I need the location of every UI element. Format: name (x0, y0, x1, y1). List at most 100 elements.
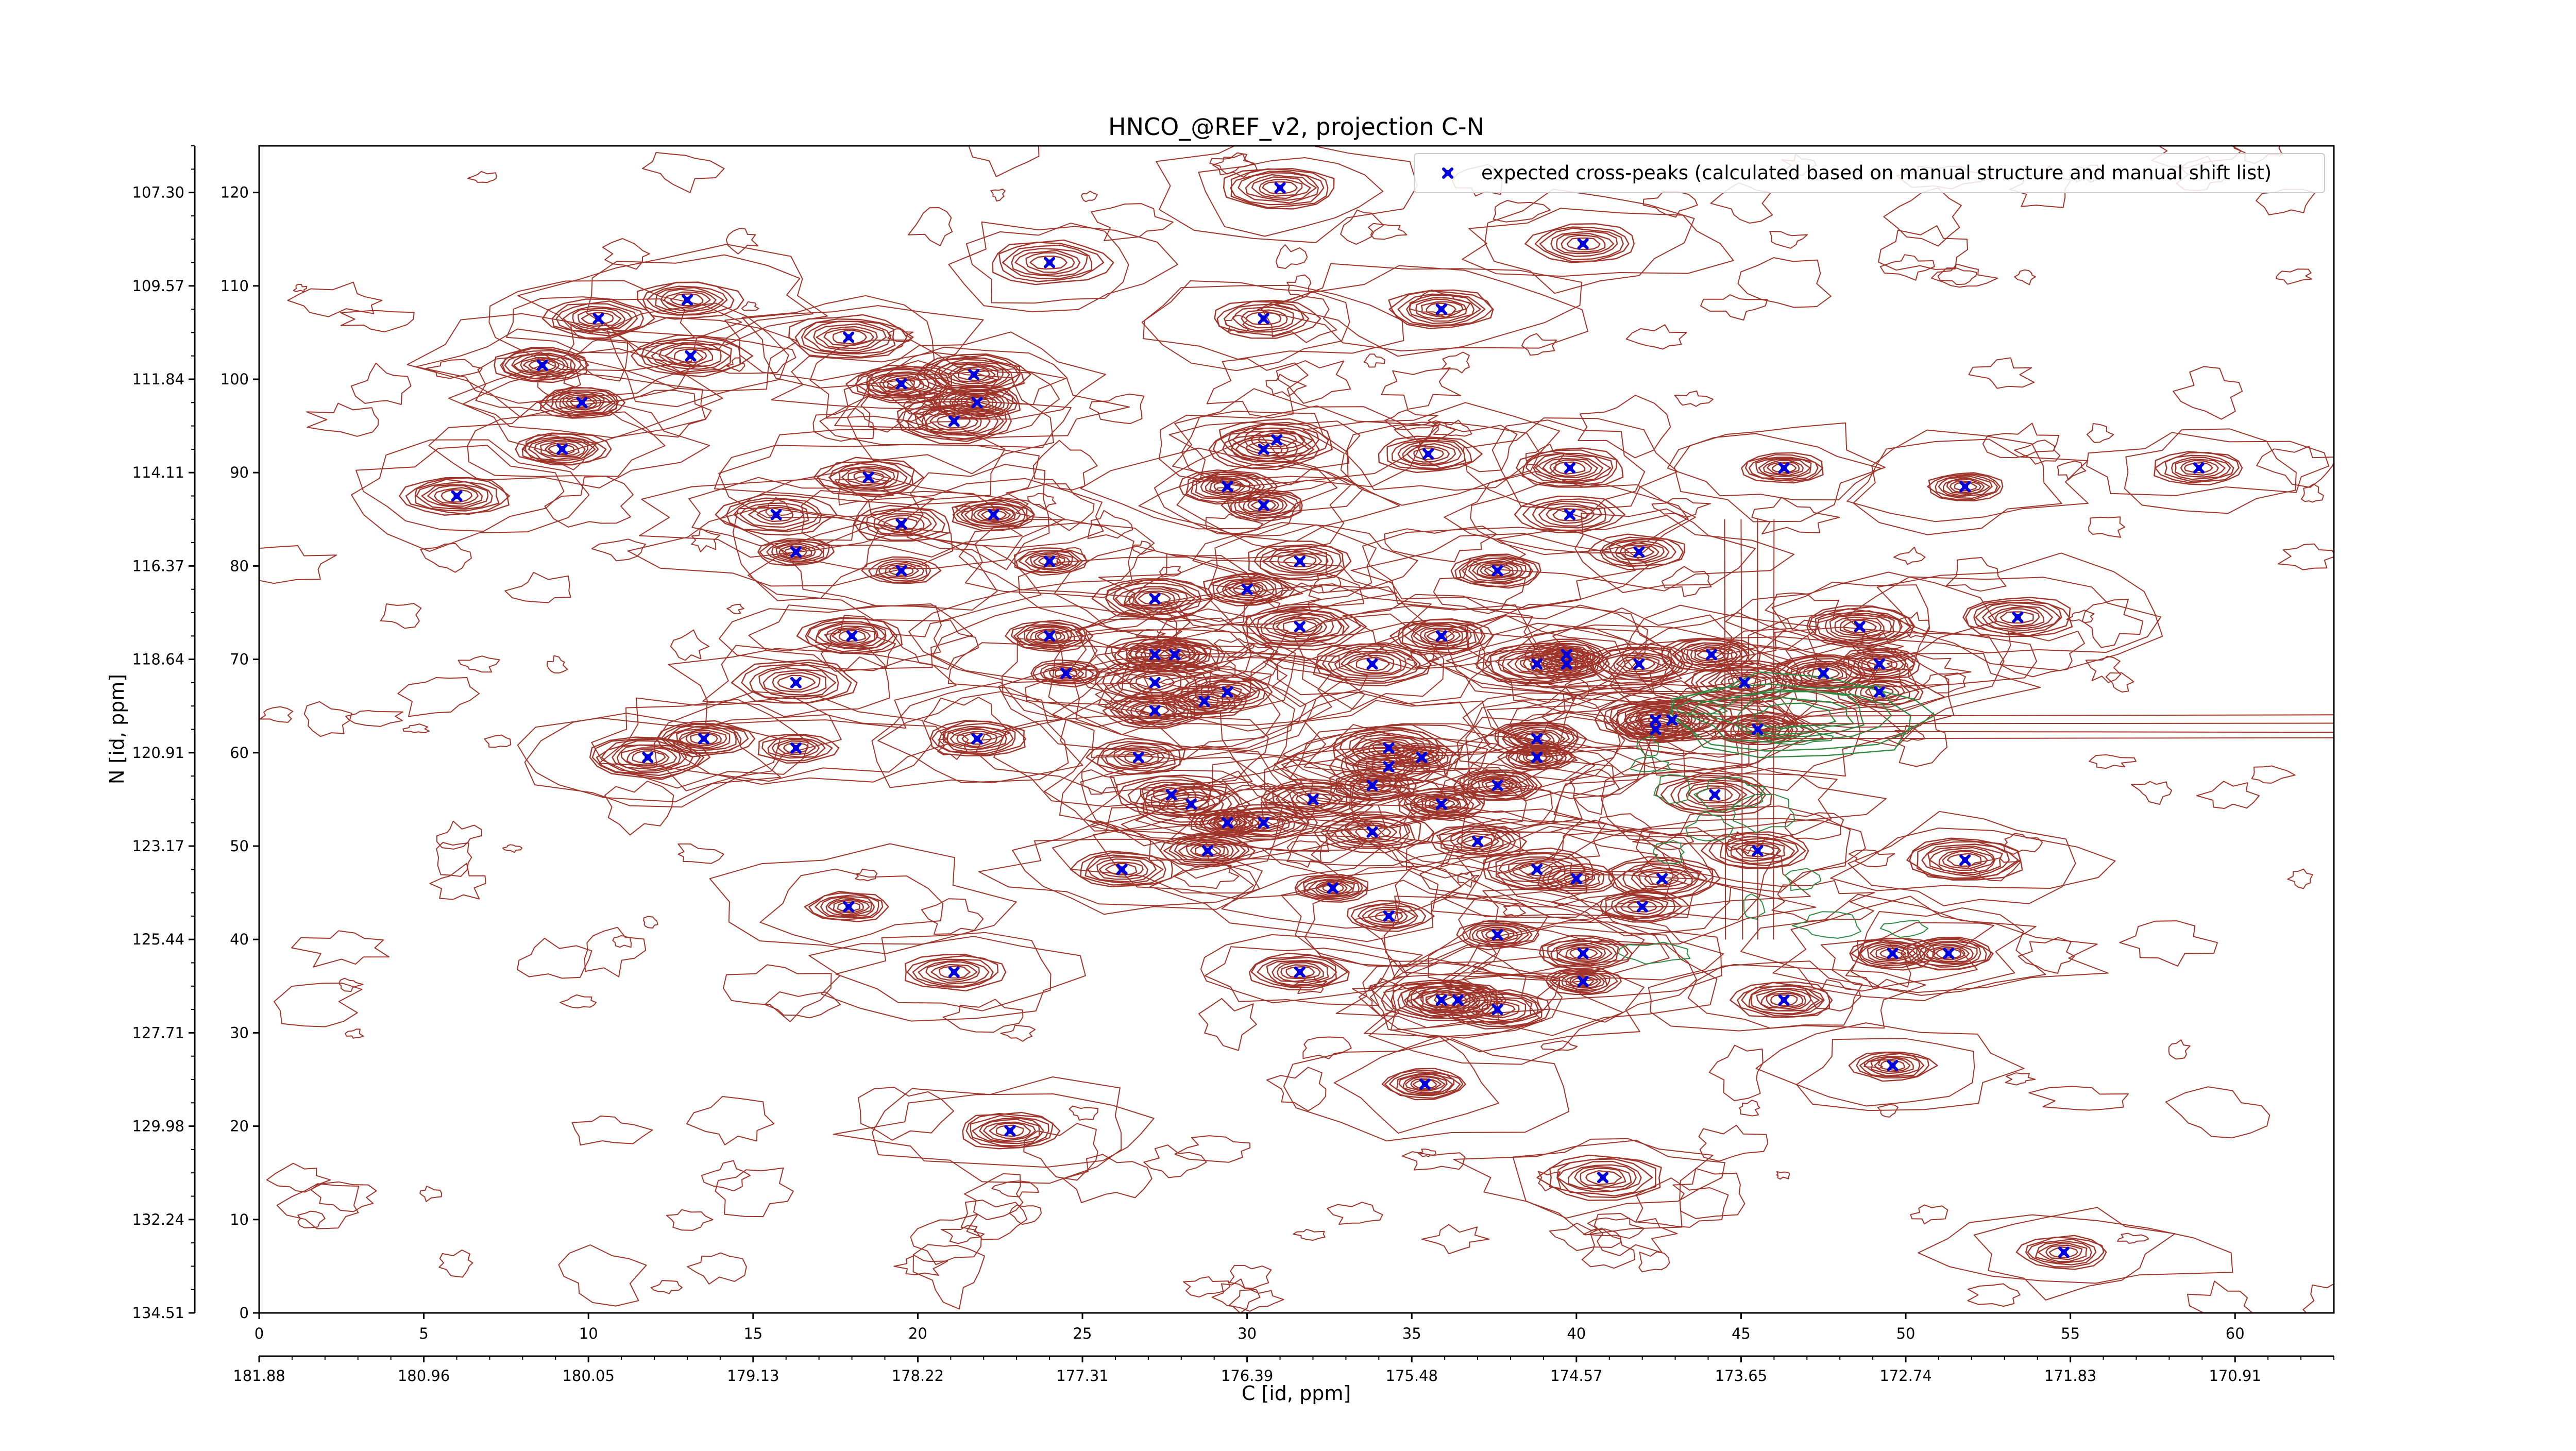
contour-noise (307, 403, 378, 436)
contour-noise (1063, 1154, 1151, 1203)
y2-tick-label: 125.44 (132, 931, 184, 948)
contour-noise (341, 311, 414, 332)
x2-tick-label: 175.48 (1385, 1367, 1437, 1385)
y-tick-label: 20 (230, 1118, 249, 1135)
y-tick-label: 80 (230, 557, 249, 575)
contour-noise (1699, 1125, 1768, 1161)
peak-point (1045, 557, 1054, 565)
peak-point (1566, 511, 1574, 519)
contour-noise (505, 572, 570, 603)
contour-noise (1777, 1172, 1790, 1179)
contour-halo (1363, 527, 1649, 610)
peak-point (897, 380, 905, 388)
contour-negative (1785, 868, 1821, 890)
peak-point (1493, 931, 1501, 939)
contour-noise (277, 1184, 359, 1228)
peak-point (2060, 1248, 2068, 1256)
peak-point (594, 314, 602, 323)
contour-noise (1884, 188, 1961, 246)
contour-noise (1267, 1067, 1326, 1111)
contour-noise (1652, 499, 1710, 517)
peak-point (1961, 482, 1969, 491)
contour-noise (1752, 497, 1839, 534)
contour-noise (1276, 245, 1307, 268)
contour-noise (420, 1186, 442, 1202)
contour-noise (908, 208, 952, 246)
y-tick-label: 50 (230, 837, 249, 855)
contour-noise (727, 604, 744, 614)
contour-halo (1384, 892, 1669, 977)
x-tick-label: 5 (419, 1325, 428, 1342)
peak-point (1151, 651, 1159, 659)
peak-point (970, 370, 978, 379)
peak-point (1187, 800, 1195, 808)
contour-noise (1293, 1229, 1325, 1240)
contour-halo (1080, 448, 1363, 529)
contour-noise (1442, 352, 1470, 373)
x2-tick-label: 170.91 (2209, 1367, 2261, 1385)
contour-halo (1142, 281, 1350, 370)
peak-point (1223, 819, 1231, 827)
peak-point (1045, 259, 1054, 267)
contour-noise (1578, 395, 1670, 458)
peak-point (973, 735, 981, 743)
contour-noise (340, 978, 363, 991)
contour-layer (233, 121, 2355, 1331)
peak-point (973, 398, 981, 407)
contour-streak (1773, 519, 1774, 939)
contour-noise (651, 1280, 682, 1294)
peak-point (1273, 436, 1281, 444)
peak-point (1329, 884, 1337, 892)
contour-noise (1277, 361, 1351, 403)
peak-point (1045, 632, 1054, 640)
contour-halo (506, 297, 694, 353)
contour-halo (1351, 533, 1635, 608)
contour-halo (907, 464, 1049, 569)
legend-marker-symbol (1444, 169, 1452, 177)
y2-tick-label: 132.24 (132, 1211, 184, 1228)
contour-noise (304, 702, 352, 737)
peak-point (1566, 464, 1574, 472)
contour-noise (381, 603, 421, 628)
peak-point (1856, 622, 1864, 631)
contour-noise (294, 284, 307, 292)
peak-point (1651, 726, 1659, 734)
x-tick-label: 10 (579, 1325, 598, 1342)
contour-noise (1364, 354, 1385, 367)
peak-point (1740, 679, 1749, 687)
peak-point (686, 352, 694, 360)
peak-point (1753, 847, 1761, 855)
contour-noise (1550, 1223, 1621, 1251)
y-tick-label: 10 (230, 1211, 249, 1228)
peak-point (2195, 464, 2203, 472)
contour-halo (1741, 895, 2036, 1001)
peak-point (1437, 996, 1446, 1004)
peak-point (1260, 445, 1268, 453)
contour-noise (2082, 599, 2143, 648)
contour-noise (1081, 191, 1097, 201)
peak-point (1563, 660, 1571, 668)
peak-point (1171, 651, 1179, 659)
x-tick-label: 30 (1238, 1325, 1257, 1342)
contour-noise (298, 1211, 325, 1228)
contour-noise (1303, 1037, 1351, 1059)
legend-marker (1444, 169, 1452, 177)
y-axis-title: N [id, ppm] (106, 674, 128, 784)
contour-noise (742, 302, 759, 311)
peak-point (1819, 669, 1827, 678)
peak-point (1533, 865, 1541, 873)
contour-noise (991, 189, 1005, 201)
contour-noise (260, 707, 293, 722)
peak-point (1368, 828, 1377, 836)
contour-noise (1983, 423, 2059, 458)
contour-negative (1619, 942, 1690, 964)
contour-negative (1630, 757, 1670, 772)
peak-point (643, 753, 652, 762)
y-tick-label: 100 (221, 370, 249, 388)
peak-point (844, 903, 853, 911)
x-tick-label: 60 (2226, 1325, 2245, 1342)
peak-point (1658, 874, 1666, 883)
x2-tick-label: 180.96 (398, 1367, 450, 1385)
contour-noise (288, 282, 382, 317)
